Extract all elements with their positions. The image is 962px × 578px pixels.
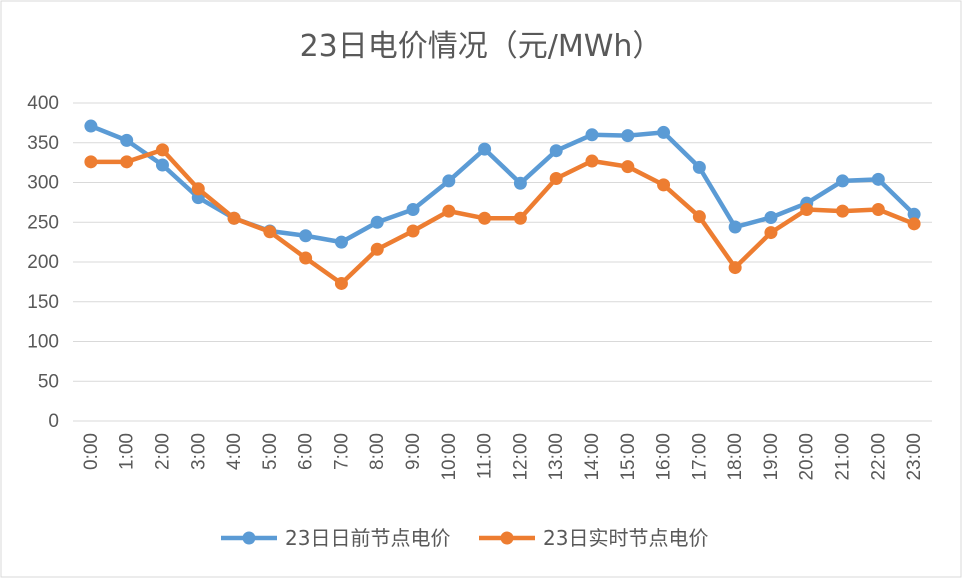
data-point (585, 128, 599, 142)
data-point (370, 215, 384, 229)
data-point (657, 178, 671, 192)
data-point (478, 142, 492, 156)
data-point (871, 203, 885, 217)
data-point (871, 172, 885, 186)
legend-item: 23日日前节点电价 (221, 526, 450, 550)
x-tick-label: 4:00 (224, 433, 245, 470)
y-tick-label: 250 (27, 212, 59, 233)
y-tick-label: 100 (27, 332, 59, 353)
y-tick-label: 350 (27, 133, 59, 154)
legend-label: 23日日前节点电价 (285, 526, 450, 550)
data-point (120, 133, 134, 147)
y-tick-label: 150 (27, 292, 59, 313)
data-point (800, 203, 814, 217)
y-tick-label: 0 (48, 411, 59, 432)
x-tick-label: 12:00 (510, 433, 531, 481)
series-layer (84, 119, 921, 290)
data-point (513, 211, 527, 225)
x-tick-label: 19:00 (761, 433, 782, 481)
data-point (621, 160, 635, 174)
data-point (513, 176, 527, 190)
x-tick-label: 7:00 (331, 433, 352, 470)
series-2 (84, 143, 921, 290)
gridlines (73, 102, 932, 422)
data-point (191, 182, 205, 196)
legend-item: 23日实时节点电价 (479, 526, 708, 550)
data-point (549, 172, 563, 186)
x-tick-label: 17:00 (689, 433, 710, 481)
x-tick-label: 2:00 (152, 433, 173, 470)
data-point (621, 129, 635, 143)
legend-swatch-marker (500, 531, 514, 545)
x-axis-ticks: 0:00 1:00 2:00 3:00 4:00 5:00 6:00 7:00 8:00 9:00… (81, 433, 925, 481)
data-point (299, 251, 313, 265)
series-line (88, 147, 917, 286)
x-tick-label: 3:00 (188, 433, 209, 470)
x-tick-label: 10:00 (439, 433, 460, 481)
x-tick-label: 14:00 (582, 433, 603, 481)
x-tick-label: 11:00 (475, 433, 496, 479)
x-tick-label: 16:00 (654, 433, 675, 481)
data-point (406, 224, 420, 238)
data-point (442, 174, 456, 188)
x-tick-label: 8:00 (367, 433, 388, 470)
y-tick-label: 200 (27, 252, 59, 273)
x-tick-label: 13:00 (546, 433, 567, 481)
data-point (728, 261, 742, 275)
chart-title: 23日电价情况（元/MWh） (300, 29, 663, 64)
data-point (836, 174, 850, 188)
x-tick-label: 6:00 (296, 433, 317, 470)
data-point (334, 235, 348, 249)
data-point (907, 207, 921, 221)
data-point (692, 160, 706, 174)
data-point (263, 225, 277, 239)
x-tick-label: 20:00 (797, 433, 818, 481)
data-point (227, 211, 241, 225)
x-tick-label: 21:00 (833, 433, 854, 481)
x-tick-label: 15:00 (618, 433, 639, 481)
data-point (442, 204, 456, 218)
y-tick-label: 400 (27, 93, 59, 114)
data-point (84, 155, 98, 169)
data-point (907, 217, 921, 231)
x-tick-label: 22:00 (868, 433, 889, 481)
y-axis-ticks: 0 50 100 150 200 250 300 350 400 (27, 93, 59, 432)
x-tick-label: 5:00 (260, 433, 281, 470)
x-tick-label: 23:00 (904, 433, 925, 481)
data-point (657, 125, 671, 139)
x-tick-label: 18:00 (725, 433, 746, 481)
data-point (764, 226, 778, 240)
y-tick-label: 50 (38, 371, 59, 392)
x-tick-label: 1:00 (117, 433, 138, 470)
data-point (299, 229, 313, 243)
data-point (155, 143, 169, 157)
data-point (84, 119, 98, 133)
data-point (120, 155, 134, 169)
legend-label: 23日实时节点电价 (543, 526, 708, 550)
data-point (478, 211, 492, 225)
data-point (764, 210, 778, 224)
data-point (836, 204, 850, 218)
x-tick-label: 0:00 (81, 433, 102, 470)
data-point (585, 154, 599, 168)
data-point (155, 158, 169, 172)
x-tick-label: 9:00 (403, 433, 424, 470)
y-tick-label: 300 (27, 173, 59, 194)
data-point (370, 242, 384, 256)
legend: 23日日前节点电价 23日实时节点电价 (221, 526, 708, 550)
data-point (549, 144, 563, 158)
data-point (406, 203, 420, 217)
data-point (728, 220, 742, 234)
data-point (334, 276, 348, 290)
data-point (692, 210, 706, 224)
legend-swatch-marker (242, 531, 256, 545)
